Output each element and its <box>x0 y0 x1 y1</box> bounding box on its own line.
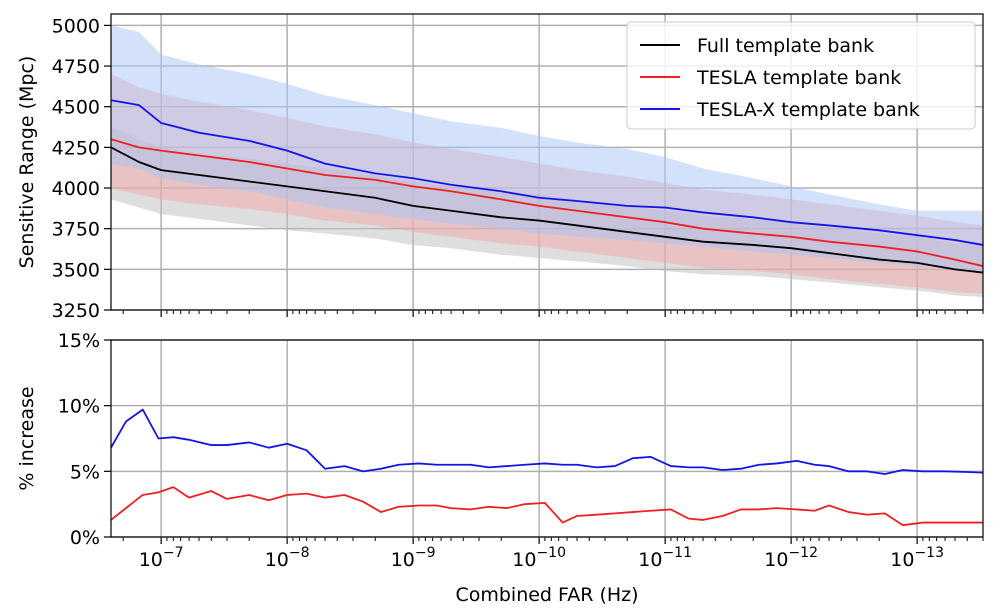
top-ytick-label: 4000 <box>52 178 100 200</box>
top-ytick-label: 3750 <box>52 219 100 241</box>
top-series-line-2 <box>111 99 983 246</box>
bottom-grid: 0% 5% 10% 15% <box>58 330 983 549</box>
bottom-series-line-1 <box>111 408 983 475</box>
bottom-ytick-label: 0% <box>70 527 100 549</box>
top-panel: 3250 3500 3750 4000 4250 4500 4750 5000 Sensitiv… <box>16 13 984 322</box>
top-ytick-label: 4500 <box>52 97 100 119</box>
bottom-ytick-label: 5% <box>70 461 100 483</box>
bottom-frame <box>110 339 984 538</box>
bottom-ytick-label: 10% <box>58 396 100 418</box>
top-series-line-1 <box>111 138 983 267</box>
top-ytick-label: 3250 <box>52 300 100 322</box>
legend-entry: TESLA-X template bank <box>696 99 920 121</box>
top-band-2 <box>111 25 983 271</box>
bottom-lines <box>111 408 983 527</box>
legend-entry: TESLA template bank <box>696 67 901 89</box>
xtick-label: 10−13 <box>890 545 944 571</box>
top-bands <box>111 25 983 297</box>
top-ytick-label: 3500 <box>52 259 100 281</box>
bottom-series-line-0 <box>111 486 983 527</box>
xlabel: Combined FAR (Hz) <box>455 584 638 606</box>
legend: Full template bank TESLA template bank TES… <box>626 21 976 130</box>
bottom-ytick-label: 15% <box>58 330 100 352</box>
top-ylabel: Sensitive Range (Mpc) <box>16 56 38 269</box>
top-ytick-label: 5000 <box>52 15 100 37</box>
top-frame <box>110 13 984 311</box>
legend-entry: Full template bank <box>697 35 874 57</box>
top-ytick-label: 4250 <box>52 137 100 159</box>
xtick-label: 10−10 <box>512 545 566 571</box>
xtick-label: 10−7 <box>139 545 184 571</box>
top-ytick-label: 4750 <box>52 56 100 78</box>
legend-box <box>626 21 976 130</box>
xtick-label: 10−9 <box>391 545 436 571</box>
bottom-ylabel: % increase <box>16 386 38 490</box>
xtick-label: 10−8 <box>265 545 310 571</box>
xtick-label: 10−12 <box>764 545 818 571</box>
top-lines <box>111 99 983 274</box>
xtick-label: 10−11 <box>638 545 692 571</box>
bottom-xtick-labels: 10−7 10−8 10−9 10−10 10−11 10−12 10−13 <box>139 545 944 571</box>
top-series-line-0 <box>111 146 983 274</box>
